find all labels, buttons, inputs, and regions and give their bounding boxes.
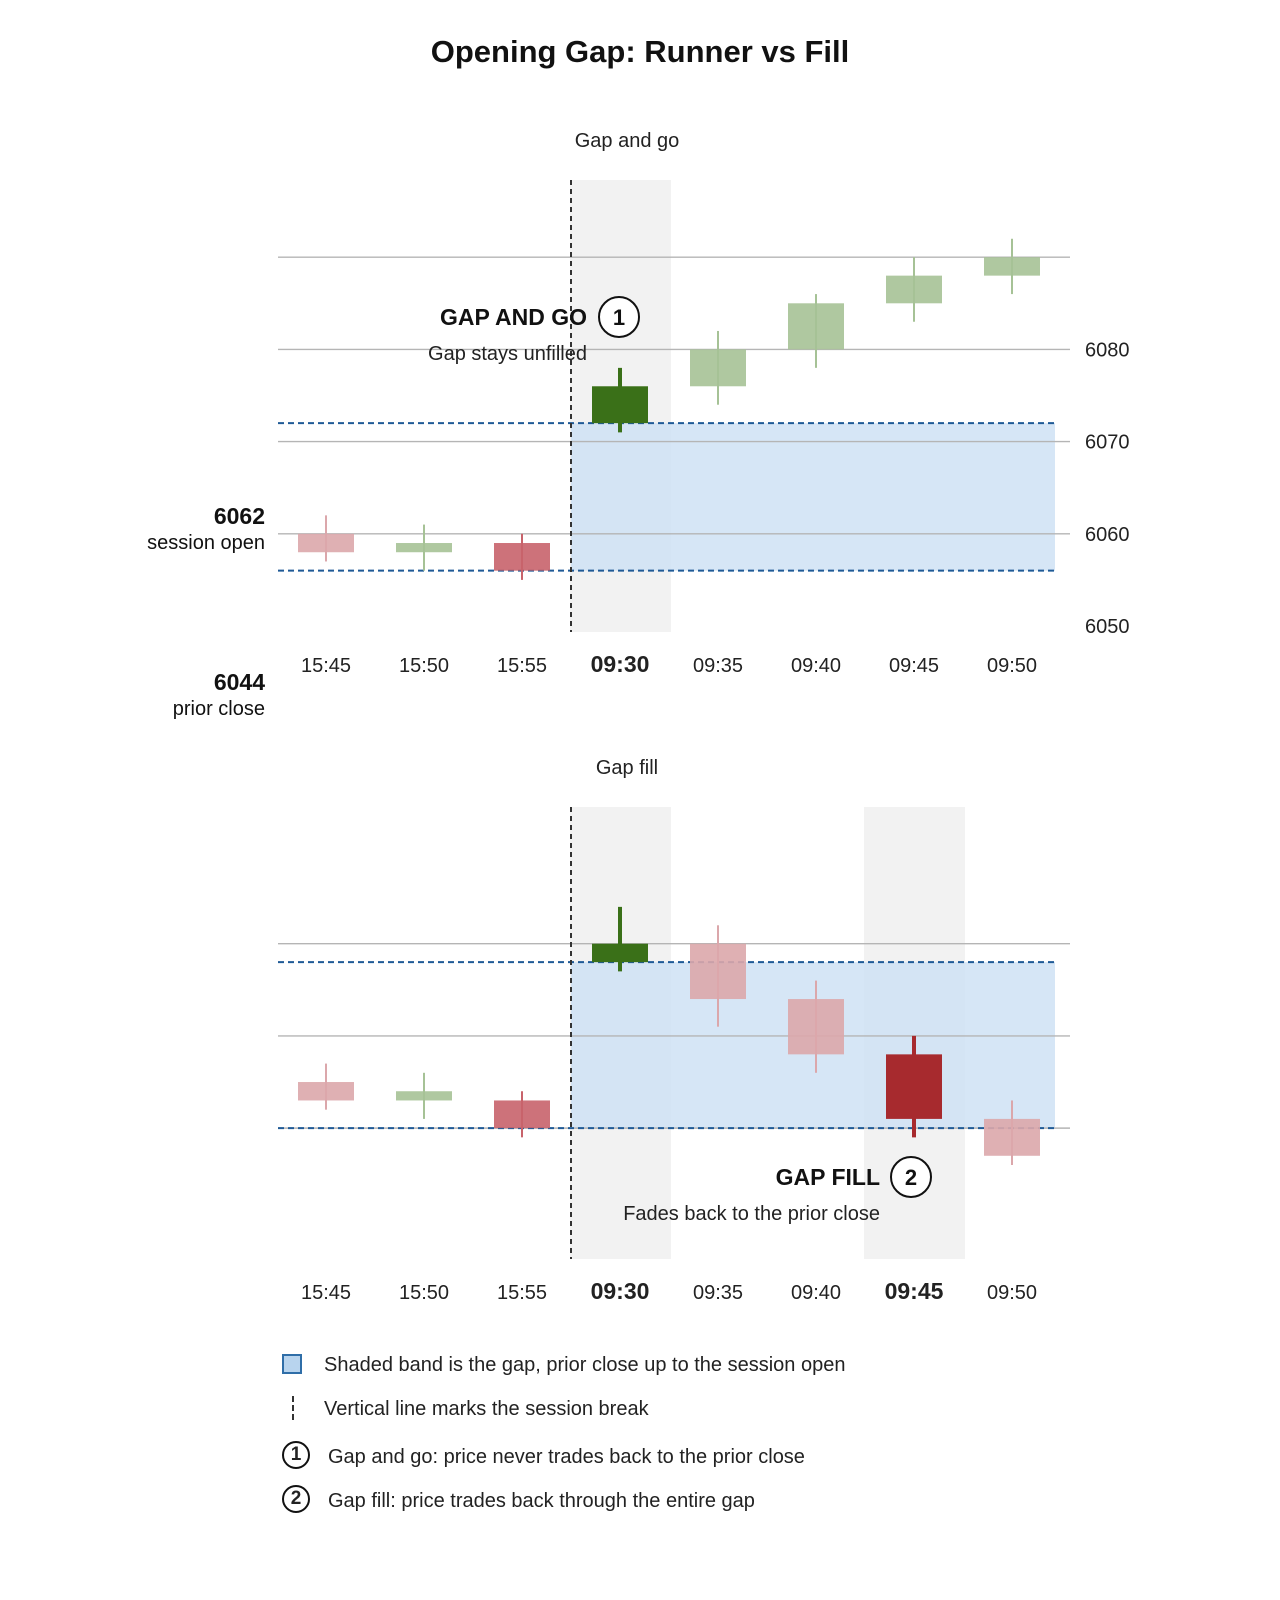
candle-body: [494, 543, 550, 571]
x-tick-label: 09:45: [889, 655, 939, 677]
legend-gap-band-text: Shaded band is the gap, prior close up t…: [324, 1354, 846, 1376]
annotation-label: GAP FILL: [776, 1164, 880, 1190]
candle-body: [592, 386, 648, 424]
annotation-marker-number: 2: [905, 1165, 917, 1190]
x-tick-label: 09:35: [693, 1282, 743, 1304]
y-tick-label: 6080: [1085, 339, 1130, 361]
marker-2-icon: 2: [282, 1485, 310, 1513]
x-tick-label: 09:40: [791, 655, 841, 677]
x-tick-label: 09:50: [987, 1282, 1037, 1304]
annotation-text: Fades back to the prior close: [623, 1203, 880, 1225]
x-tick-label: 15:45: [301, 1282, 351, 1304]
x-tick-label: 09:45: [885, 1278, 944, 1304]
session-open-value: 6062: [213, 503, 265, 529]
x-tick-label: 15:55: [497, 1282, 547, 1304]
panel-1: 6080 6070 6060 6050 15:45 15:50 15:55 09:30 09:3…: [278, 180, 1130, 677]
legend-session-break-text: Vertical line marks the session break: [324, 1398, 649, 1420]
x-tick-label: 15:50: [399, 1282, 449, 1304]
candle-body: [396, 1091, 452, 1101]
panel-title-gap-fill: Gap fill: [595, 757, 659, 779]
candle-body: [886, 1054, 942, 1119]
prior-close-text: prior close: [172, 698, 265, 720]
marker-1-icon: 1: [282, 1441, 310, 1469]
panel-2: 15:45 15:50 15:55 09:30 09:35 09:40 09:45 09:50…: [278, 807, 1070, 1304]
annotation-text: Gap stays unfilled: [428, 343, 587, 365]
candle-body: [984, 1118, 1040, 1156]
candle-body: [690, 349, 746, 387]
x-tick-label: 15:45: [301, 655, 351, 677]
candle-body: [886, 275, 942, 304]
annotation-marker-number: 1: [613, 305, 625, 330]
annotation-label: GAP AND GO: [440, 304, 587, 330]
x-tick-label: 15:55: [497, 655, 547, 677]
candle-body: [984, 257, 1040, 276]
x-tick-label: 09:50: [987, 655, 1037, 677]
session-break-icon: [292, 1396, 294, 1420]
candle-body: [788, 303, 844, 350]
gap-band-swatch: [282, 1354, 302, 1374]
chart-title: Opening Gap: Runner vs Fill: [430, 34, 850, 69]
y-tick-label: 6070: [1085, 432, 1130, 454]
annotation-marker-circle: [890, 1156, 932, 1198]
prior-close-value: 6044: [213, 669, 265, 695]
x-tick-label: 09:30: [591, 651, 650, 677]
x-tick-label: 09:35: [693, 655, 743, 677]
candle-body: [788, 999, 844, 1055]
y-tick-label: 6060: [1085, 524, 1130, 546]
candle-body: [494, 1100, 550, 1129]
x-tick-label: 09:40: [791, 1282, 841, 1304]
session-open-text: session open: [147, 532, 265, 554]
gap-band: [571, 423, 1055, 571]
candle-body: [298, 533, 354, 553]
candle-body: [396, 543, 452, 553]
legend-marker-2-text: Gap fill: price trades back through the …: [328, 1490, 755, 1512]
candle-body: [690, 943, 746, 1000]
prior-close-label: 6044 prior close: [173, 668, 265, 722]
x-tick-label: 09:30: [591, 1278, 650, 1304]
candle-body: [298, 1082, 354, 1101]
candle-body: [592, 943, 648, 963]
x-tick-label: 15:50: [399, 655, 449, 677]
panel-title-gap-and-go: Gap and go: [574, 130, 680, 152]
y-tick-label: 6050: [1085, 616, 1130, 638]
legend-marker-1-text: Gap and go: price never trades back to t…: [328, 1446, 805, 1468]
annotation-marker-circle: [598, 296, 640, 338]
session-open-label: 6062 session open: [147, 502, 265, 556]
